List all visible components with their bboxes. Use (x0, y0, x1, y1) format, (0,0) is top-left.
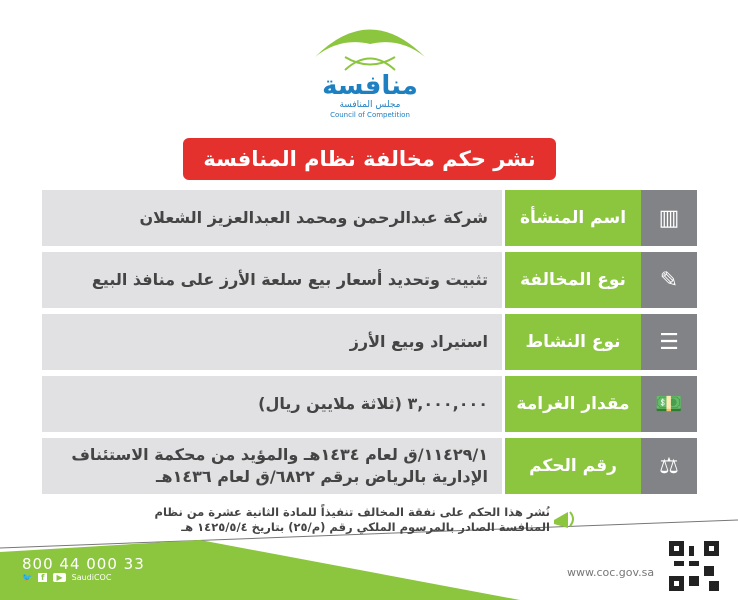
phone-number[interactable]: 800 44 000 33 (22, 555, 145, 573)
info-row: ١١٤٢٩/١/ق لعام ١٤٣٤هـ والمؤيد من محكمة ا… (42, 438, 697, 494)
twitter-icon[interactable]: 🐦 (22, 573, 32, 582)
facebook-icon[interactable]: f (37, 573, 48, 582)
palm-swords-emblem (315, 29, 425, 71)
logo: منافسة مجلس المنافسة Council of Competit… (305, 12, 435, 130)
footer-background (0, 500, 738, 600)
row-value: شركة عبدالرحمن ومحمد العبدالعزيز الشعلان (42, 190, 502, 246)
row-value: ١١٤٢٩/١/ق لعام ١٤٣٤هـ والمؤيد من محكمة ا… (42, 438, 502, 494)
row-value: ٣,٠٠٠,٠٠٠ (ثلاثة ملايين ريال) (42, 376, 502, 432)
logo-subtitle-ar: مجلس المنافسة (339, 100, 401, 110)
building-icon: ▥ (658, 205, 680, 231)
logo-name: منافسة (322, 71, 418, 101)
document-icon: ✎ (659, 267, 679, 293)
row-label: رقم الحكم (502, 438, 641, 494)
row-value: استيراد وبيع الأرز (42, 314, 502, 370)
megaphone-icon (554, 511, 574, 528)
info-row: شركة عبدالرحمن ومحمد العبدالعزيز الشعلان… (42, 190, 697, 246)
list-document-icon: ☰ (659, 329, 679, 355)
social-handle: SaudiCOC (71, 573, 112, 582)
social-links: 🐦 f ▶ SaudiCOC (22, 573, 111, 582)
info-row: ٣,٠٠٠,٠٠٠ (ثلاثة ملايين ريال) مقدار الغر… (42, 376, 697, 432)
website-link[interactable]: www.coc.gov.sa (567, 566, 655, 579)
notice-text: نُشر هذا الحكم على نفقة المخالف تنفيذاً … (154, 505, 550, 534)
gavel-icon: ⚖ (659, 453, 679, 479)
page-title: نشر حكم مخالفة نظام المنافسة (183, 138, 556, 180)
qr-code[interactable] (669, 541, 719, 591)
row-label: مقدار الغرامة (502, 376, 641, 432)
row-label: نوع المخالفة (502, 252, 641, 308)
info-row: تثبيت وتحديد أسعار بيع سلعة الأرز على من… (42, 252, 697, 308)
logo-subtitle-en: Council of Competition (330, 111, 410, 119)
row-value: تثبيت وتحديد أسعار بيع سلعة الأرز على من… (42, 252, 502, 308)
youtube-icon[interactable]: ▶ (53, 573, 66, 582)
money-icon: 💵 (655, 391, 683, 417)
info-row: استيراد وبيع الأرز نوع النشاط ☰ (42, 314, 697, 370)
row-label: اسم المنشأة (502, 190, 641, 246)
row-label: نوع النشاط (502, 314, 641, 370)
